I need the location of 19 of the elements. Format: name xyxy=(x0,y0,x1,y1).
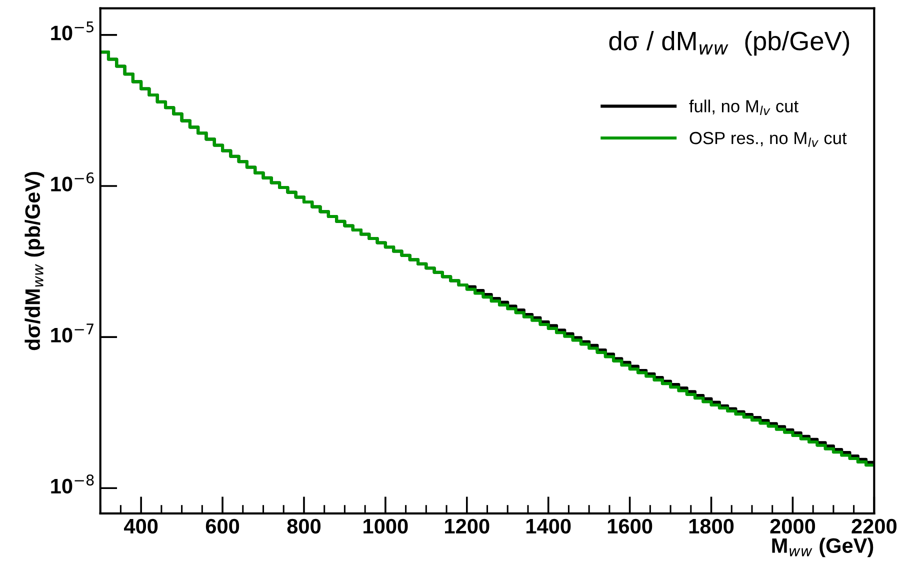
x-tick-label: 600 xyxy=(206,518,240,534)
x-tick-label: 400 xyxy=(124,518,158,534)
x-tick-label: 1800 xyxy=(689,518,734,534)
y-axis-title: dσ/dM$_{ww}$ (pb/GeV) xyxy=(24,172,44,350)
x-tick-label: 800 xyxy=(287,518,321,534)
y-tick-label: 10$^{−5}$ xyxy=(51,22,94,40)
x-tick-label: 1600 xyxy=(608,518,652,534)
y-tick-label: 10$^{−6}$ xyxy=(51,172,94,192)
y-tick-label: 10$^{−8}$ xyxy=(51,474,94,494)
legend-label: full, no M$_{lv}$ cut xyxy=(689,100,798,116)
x-tick-label: 1400 xyxy=(526,518,571,534)
x-tick-label: 1000 xyxy=(364,518,408,534)
y-tick-label: 10$^{−7}$ xyxy=(51,324,94,342)
x-tick-label: 1200 xyxy=(445,518,490,534)
text: dσ / dM$_{ww}$ (pb/GeV) xyxy=(609,31,850,56)
x-axis-title: M$_{ww}$ (GeV) xyxy=(772,538,874,558)
legend-label: OSP res., no M$_{lv}$ cut xyxy=(690,132,847,147)
x-tick-label: 2000 xyxy=(770,518,816,534)
x-tick-label: 2200 xyxy=(852,518,896,534)
